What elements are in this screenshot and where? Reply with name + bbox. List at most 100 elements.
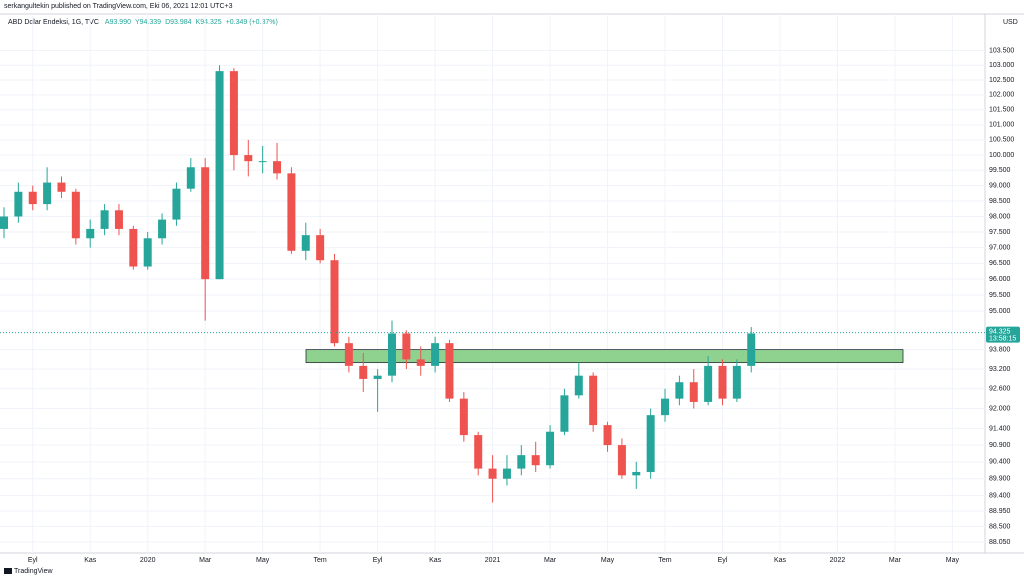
y-tick-label: 96.000 [989,276,1011,283]
brand-name: TradingView [14,568,53,575]
candle-body [474,435,483,469]
candle-body [359,365,368,379]
candle-body [0,216,8,229]
x-tick-label: Kas [84,557,97,564]
y-tick-label: 97.000 [989,245,1011,252]
candle-body [373,375,382,379]
candle-body [186,167,195,189]
y-tick-label: 93.200 [989,366,1011,373]
candle-body [502,468,511,479]
currency-label: USD [1003,19,1018,26]
x-tick-label: Eyl [373,557,383,564]
candle-body [14,191,23,217]
y-tick-label: 99.500 [989,167,1011,174]
candle-body [431,343,440,366]
grid [0,14,985,553]
candle-body [258,161,267,163]
x-tick-label: Mar [889,557,902,564]
y-tick-label: 99.000 [989,182,1011,189]
x-tick-label: Eyl [28,557,38,564]
candle-body [560,395,569,432]
y-tick-label: 100.500 [989,137,1014,144]
y-tick-label: 90.400 [989,459,1011,466]
y-tick-label: 102.500 [989,77,1014,84]
candle-body [287,173,296,251]
candle-body [661,398,670,416]
candle-body [344,343,353,366]
candle-body [574,375,583,396]
candle-body [747,333,756,366]
y-tick-label: 101.000 [989,122,1014,129]
candle-body [244,155,253,162]
y-tick-label: 95.500 [989,292,1011,299]
candle-body [57,182,66,192]
candle-body [301,235,310,251]
x-tick-label: Kas [429,557,442,564]
candle-body [632,471,641,476]
legend: ABD Dolar Endeksi, 1G, TVC A93.990Y94.33… [8,19,278,26]
y-tick-label: 96.500 [989,260,1011,267]
y-tick-label: 93.800 [989,346,1011,353]
candle-body [158,219,167,239]
candle-body [675,382,684,399]
candle-body [646,415,655,472]
candle-body [330,260,339,344]
y-tick-label: 95.000 [989,308,1011,315]
candle-body [445,343,454,399]
candle-body [28,191,37,205]
x-tick-label: Mar [199,557,212,564]
countdown: 13:58:15 [989,336,1016,343]
y-tick-label: 97.500 [989,229,1011,236]
candle-body [617,445,626,476]
x-tick-label: Mar [544,557,557,564]
x-tick-label: Tem [658,557,671,564]
legend-value: +0.349 (+0.37%) [226,19,278,26]
last-price-label: 94.325 [989,329,1011,336]
x-tick-label: Eyl [718,557,728,564]
x-tick-label: May [601,557,615,564]
candle-body [603,425,612,446]
candle-body [689,382,698,402]
candle-body [143,238,152,267]
candle-body [704,365,713,402]
candle-body [100,210,109,229]
y-tick-label: 101.500 [989,107,1014,114]
candle-body [215,71,224,280]
y-tick-label: 91.400 [989,425,1011,432]
y-tick-label: 102.000 [989,92,1014,99]
candle-body [531,455,540,466]
legend-value: A93.990 [105,19,131,26]
y-tick-label: 98.000 [989,213,1011,220]
y-tick-label: 88.050 [989,539,1011,546]
x-tick-label: May [946,557,960,564]
x-tick-label: 2020 [140,557,156,564]
candle-body [459,398,468,436]
candle-body [43,182,52,205]
y-tick-label: 103.000 [989,62,1014,69]
brand-logo [4,568,12,574]
candle-body [229,71,238,156]
published-line: serkangultekin published on TradingView.… [4,3,233,10]
candle-body [273,161,282,174]
candle-body [114,210,123,229]
legend-value: K94.325 [196,19,222,26]
y-tick-label: 103.500 [989,47,1014,54]
candle-body [488,468,497,479]
candle-body [718,365,727,399]
x-tick-label: 2022 [830,557,846,564]
candle-body [71,191,80,239]
candle-body [589,375,598,426]
x-tick-label: May [256,557,270,564]
candle-body [517,455,526,469]
y-tick-label: 88.950 [989,508,1011,515]
y-tick-label: 89.400 [989,493,1011,500]
legend-value: D93.984 [165,19,192,26]
x-tick-label: Tem [314,557,327,564]
candle-body [416,359,425,366]
candle-body [387,333,396,376]
y-tick-label: 89.900 [989,476,1011,483]
candle-body [546,431,555,466]
